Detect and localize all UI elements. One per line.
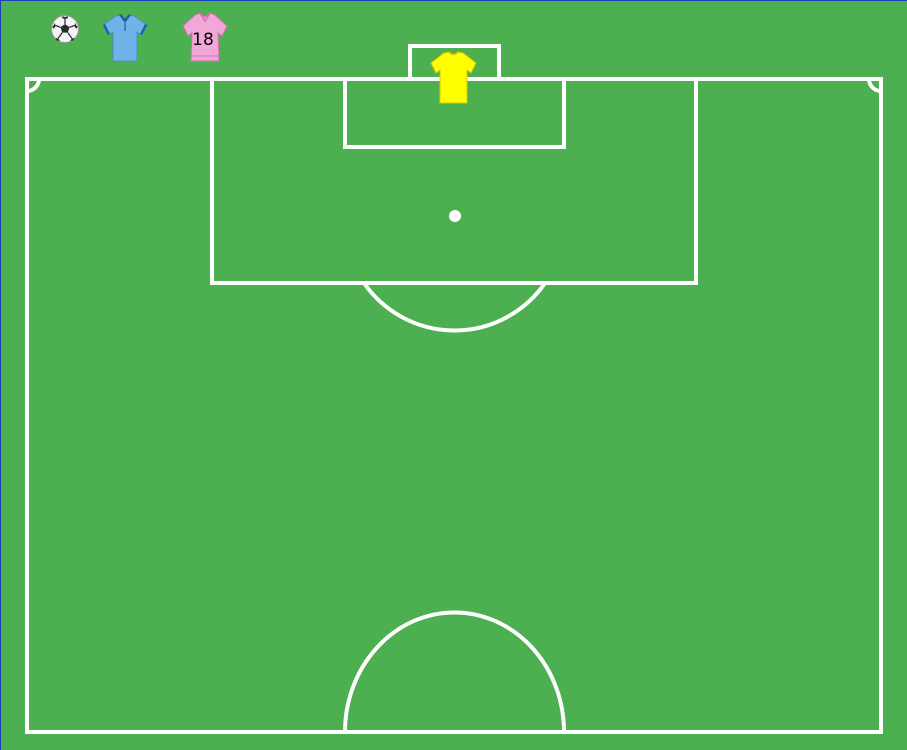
pitch-boundary [25,77,883,734]
polo-shirt-icon[interactable] [101,13,149,63]
penalty-spot [449,210,461,222]
blouse-icon[interactable]: 18 [181,12,229,64]
center-circle [343,610,566,733]
corner-arc-left [26,78,41,93]
soccer-ball-icon[interactable] [50,14,80,44]
jersey-number-label: 18 [192,30,214,50]
penalty-arc [362,281,547,333]
penalty-area [210,77,698,285]
t-shirt-icon[interactable] [430,51,477,104]
corner-arc-right [867,78,882,93]
